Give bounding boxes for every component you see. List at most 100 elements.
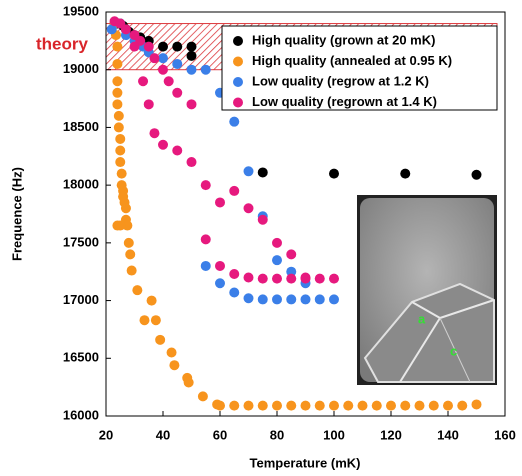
plot-frame	[105, 11, 506, 417]
data-point	[115, 145, 126, 156]
data-point	[172, 41, 183, 52]
y-axis-title: Frequence (Hz)	[9, 167, 24, 261]
data-point	[314, 400, 325, 411]
data-point	[314, 294, 325, 305]
data-point	[286, 273, 297, 284]
data-point	[169, 360, 180, 371]
data-point	[155, 334, 166, 345]
legend-marker	[233, 77, 243, 87]
data-point	[215, 197, 225, 208]
legend-marker	[233, 97, 243, 108]
data-point	[329, 294, 339, 305]
data-point	[286, 400, 297, 411]
data-point	[158, 41, 168, 52]
data-point	[257, 167, 268, 178]
legend-marker	[233, 56, 243, 67]
data-point	[357, 400, 368, 411]
data-point	[115, 133, 126, 144]
data-point	[272, 294, 282, 305]
legend-marker	[233, 36, 243, 46]
data-point	[200, 64, 211, 75]
data-point	[132, 285, 143, 296]
inset-label: c	[450, 343, 457, 358]
y-tick-label: 19000	[63, 61, 99, 76]
legend-label: Low quality (regrown at 1.4 K)	[252, 94, 437, 109]
data-point	[300, 273, 311, 284]
data-point	[122, 220, 133, 231]
data-point	[186, 50, 197, 61]
data-point	[229, 287, 240, 298]
data-point	[120, 203, 131, 214]
x-tick-label: 120	[380, 427, 402, 442]
data-point	[272, 237, 282, 248]
data-point	[229, 269, 240, 280]
data-point	[257, 214, 268, 225]
data-point	[123, 237, 134, 248]
data-point	[286, 249, 297, 260]
data-point	[106, 24, 117, 35]
data-point	[457, 400, 468, 411]
y-tick-label: 19500	[63, 3, 99, 18]
data-point	[120, 24, 131, 35]
data-point	[200, 180, 211, 191]
data-point	[343, 400, 354, 411]
data-point	[149, 53, 160, 64]
data-point	[272, 255, 282, 266]
data-point	[112, 58, 123, 69]
data-point	[138, 76, 149, 87]
inset-image: a c	[357, 195, 497, 385]
data-point	[371, 400, 382, 411]
data-point	[149, 128, 160, 139]
data-point	[300, 400, 311, 411]
data-point	[112, 41, 123, 52]
data-point	[183, 377, 194, 388]
data-point	[329, 400, 339, 411]
data-point	[172, 87, 183, 98]
data-point	[158, 139, 168, 150]
x-tick-label: 140	[437, 427, 459, 442]
x-tick-label: 60	[213, 427, 227, 442]
data-point	[329, 273, 339, 284]
data-point	[400, 400, 411, 411]
data-point	[113, 122, 124, 133]
data-point	[300, 294, 311, 305]
y-tick-label: 18000	[63, 177, 99, 192]
data-point	[428, 400, 439, 411]
x-tick-label: 100	[323, 427, 345, 442]
data-point	[471, 399, 482, 410]
y-tick-label: 17500	[63, 234, 99, 249]
data-point	[243, 400, 254, 411]
data-point	[272, 273, 282, 284]
data-point	[126, 265, 137, 276]
data-point	[112, 99, 123, 110]
data-point	[172, 58, 183, 69]
data-point	[186, 99, 197, 110]
x-tick-label: 20	[99, 427, 113, 442]
x-tick-label: 80	[270, 427, 284, 442]
data-point	[386, 400, 396, 411]
data-point	[115, 220, 126, 231]
y-tick-label: 17000	[63, 292, 99, 307]
data-point	[229, 400, 240, 411]
data-point	[215, 278, 225, 289]
data-point	[272, 400, 282, 411]
data-point	[257, 273, 268, 284]
inset-label: a	[418, 311, 426, 326]
data-point	[163, 76, 174, 87]
data-point	[229, 116, 240, 127]
data-point	[200, 260, 211, 271]
data-point	[200, 234, 211, 245]
legend-label: High quality (grown at 20 mK)	[252, 32, 435, 47]
data-point	[172, 145, 183, 156]
data-point	[186, 64, 197, 75]
data-point	[243, 293, 254, 304]
data-point	[150, 315, 161, 326]
data-point	[115, 157, 126, 168]
legend-label: High quality (annealed at 0.95 K)	[252, 53, 452, 68]
legend-box	[221, 25, 498, 111]
data-point	[112, 76, 123, 87]
data-point	[197, 391, 208, 402]
data-point	[243, 203, 254, 214]
data-point	[329, 168, 339, 179]
data-point	[186, 41, 197, 52]
